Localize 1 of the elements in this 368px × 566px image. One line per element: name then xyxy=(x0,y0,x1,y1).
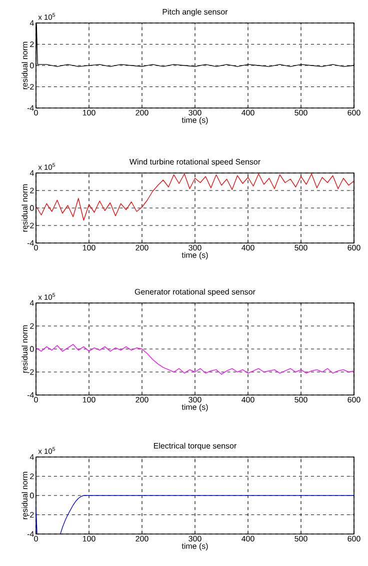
line-series xyxy=(36,174,354,221)
